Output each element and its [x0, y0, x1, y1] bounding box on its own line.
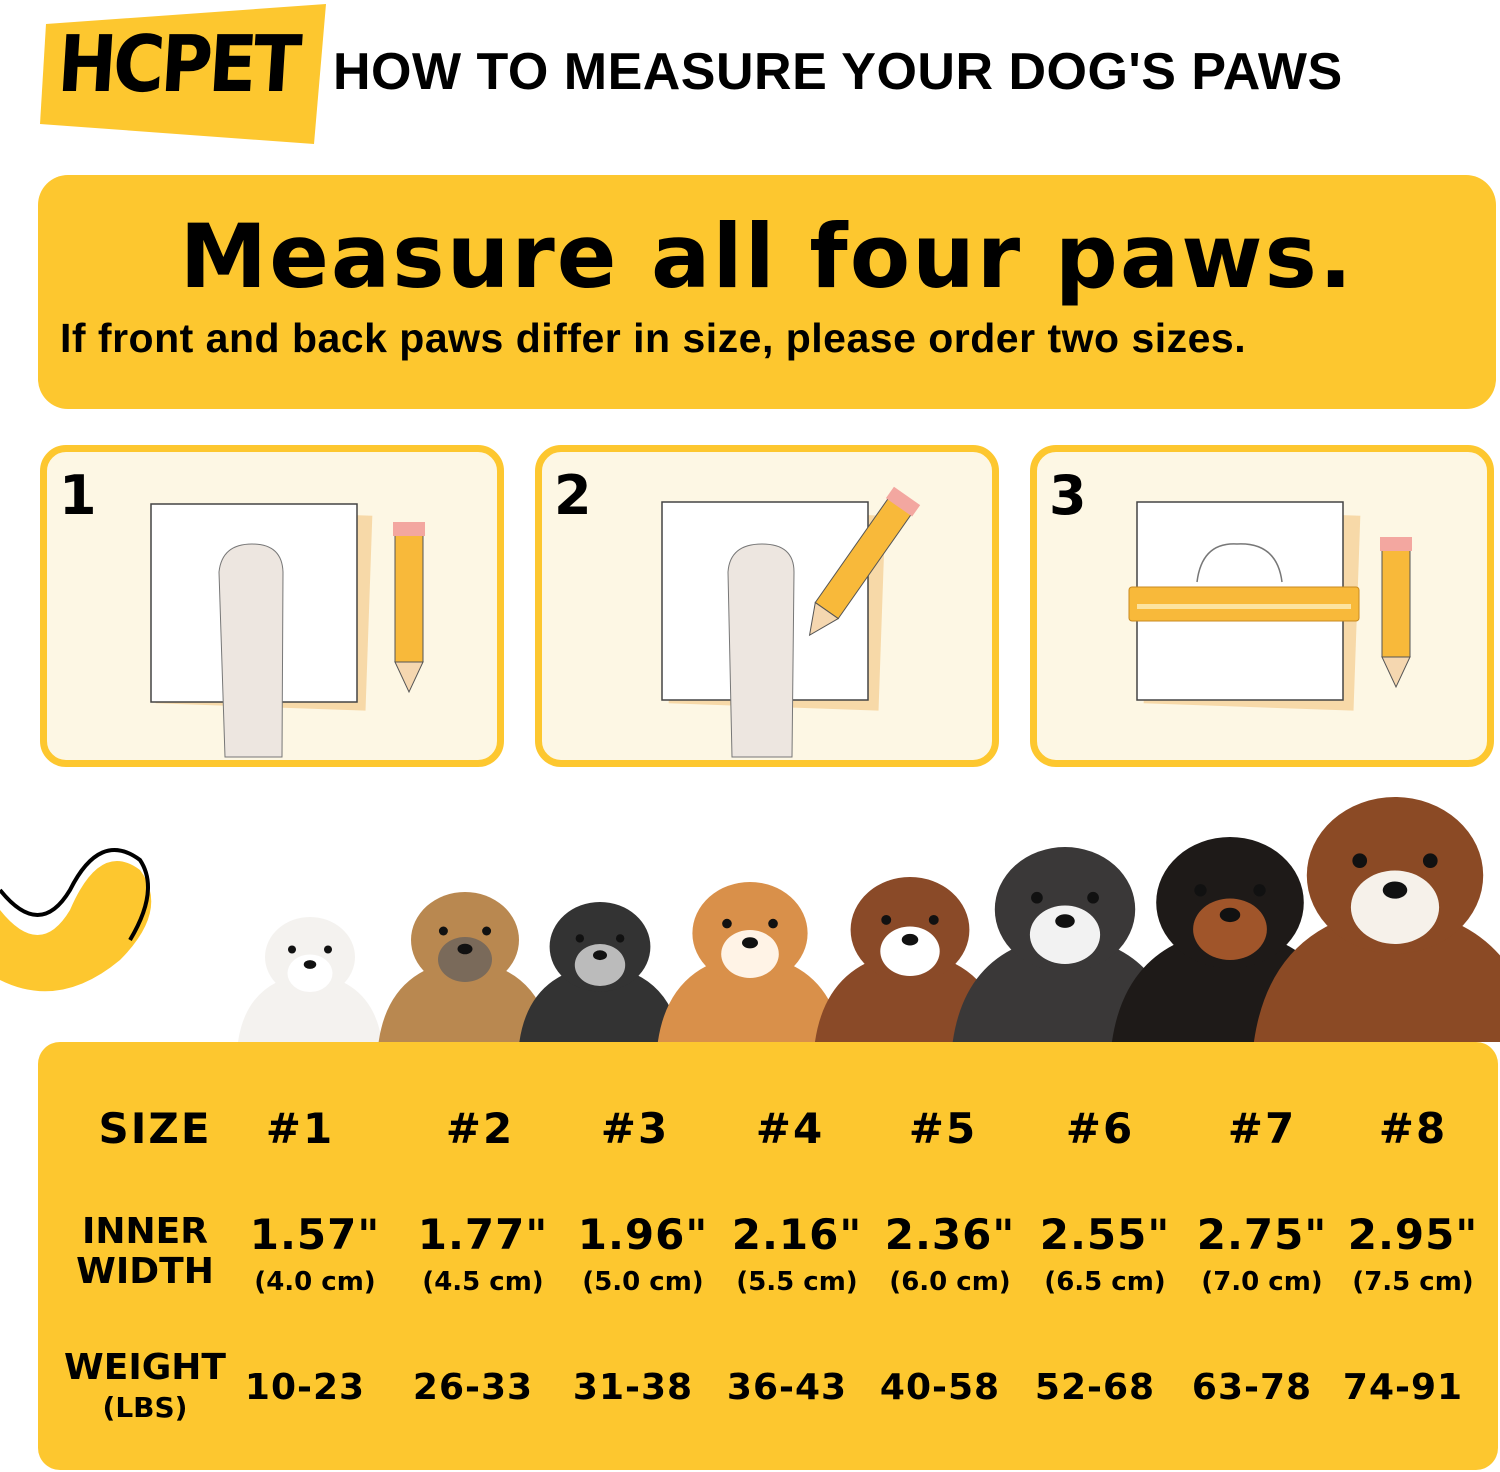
banner-heading: Measure all four paws. — [179, 205, 1355, 308]
step-number: 3 — [1049, 464, 1087, 527]
size-header: #4 — [755, 1104, 825, 1153]
weight-range: 36-43 — [726, 1367, 848, 1408]
brand-logo: HCPET — [55, 20, 301, 110]
weight-range: 40-58 — [879, 1367, 1001, 1408]
weight-range: 26-33 — [412, 1367, 534, 1408]
inner-width-inches: 2.95" — [1347, 1210, 1479, 1259]
dog-bichon-image — [238, 917, 382, 1042]
inner-width-inches: 2.16" — [731, 1210, 863, 1259]
inner-width-inches: 2.55" — [1039, 1210, 1171, 1259]
inner-width-label-line1: INNER — [82, 1211, 208, 1252]
weight-label: WEIGHT (LBS) — [64, 1348, 226, 1428]
inner-width-cm: (6.0 cm) — [889, 1267, 1011, 1297]
trace-paw-illustration — [661, 486, 921, 758]
step-number: 2 — [554, 464, 592, 527]
step-3-panel: 3 — [1030, 445, 1494, 767]
inner-width-cm: (7.0 cm) — [1201, 1267, 1323, 1297]
dog-rottweiler-image — [1111, 837, 1349, 1042]
dog-yorkshire-terrier-image — [378, 892, 552, 1042]
size-label: SIZE — [98, 1104, 212, 1153]
inner-width-inches: 1.96" — [577, 1210, 709, 1259]
instruction-banner: Measure all four paws. If front and back… — [38, 175, 1496, 409]
page-title: HOW TO MEASURE YOUR DOG'S PAWS — [333, 43, 1343, 101]
inner-width-cm: (6.5 cm) — [1044, 1267, 1166, 1297]
dog-saint-bernard-image — [1253, 797, 1500, 1042]
ruler-measure-illustration — [1128, 501, 1412, 711]
inner-width-cm: (4.5 cm) — [422, 1267, 544, 1297]
dog-lineup — [0, 797, 1500, 1042]
inner-width-label: INNER WIDTH — [76, 1212, 214, 1292]
size-header: #7 — [1227, 1104, 1297, 1153]
dog-husky-image — [952, 847, 1178, 1042]
size-header: #6 — [1065, 1104, 1135, 1153]
weight-range: 74-91 — [1342, 1367, 1464, 1408]
pencil-icon — [393, 522, 425, 694]
size-chart: SIZE INNER WIDTH WEIGHT (LBS) #1 1.57" (4.… — [38, 1042, 1498, 1470]
inner-width-label-line2: WIDTH — [76, 1251, 214, 1292]
inner-width-cm: (4.0 cm) — [254, 1267, 376, 1297]
size-header: #2 — [445, 1104, 515, 1153]
dog-shiba-inu-image — [657, 882, 843, 1042]
banner-subheading: If front and back paws differ in size, p… — [60, 315, 1247, 361]
paw-on-paper-illustration — [150, 503, 425, 758]
weight-range: 10-23 — [244, 1367, 366, 1408]
weight-range: 31-38 — [572, 1367, 694, 1408]
pencil-icon — [808, 486, 921, 637]
inner-width-cm: (5.0 cm) — [582, 1267, 704, 1297]
size-header: #1 — [265, 1104, 335, 1153]
size-header: #3 — [600, 1104, 670, 1153]
decorative-swoosh-icon — [0, 848, 152, 992]
dog-schnauzer-image — [519, 902, 681, 1042]
step-2-panel: 2 — [535, 445, 999, 767]
pencil-icon — [1380, 537, 1412, 689]
size-header: #5 — [908, 1104, 978, 1153]
step-number: 1 — [59, 464, 97, 527]
ruler-icon — [1128, 586, 1360, 622]
step-1-panel: 1 — [40, 445, 504, 767]
inner-width-inches: 2.36" — [884, 1210, 1016, 1259]
inner-width-inches: 2.75" — [1196, 1210, 1328, 1259]
inner-width-cm: (7.5 cm) — [1352, 1267, 1474, 1297]
weight-range: 52-68 — [1034, 1367, 1156, 1408]
inner-width-inches: 1.57" — [249, 1210, 381, 1259]
size-header: #8 — [1378, 1104, 1448, 1153]
weight-label-text: WEIGHT — [64, 1347, 226, 1388]
weight-range: 63-78 — [1191, 1367, 1313, 1408]
logo-background — [40, 4, 326, 144]
inner-width-inches: 1.77" — [417, 1210, 549, 1259]
inner-width-cm: (5.5 cm) — [736, 1267, 858, 1297]
weight-unit: (LBS) — [102, 1391, 188, 1424]
